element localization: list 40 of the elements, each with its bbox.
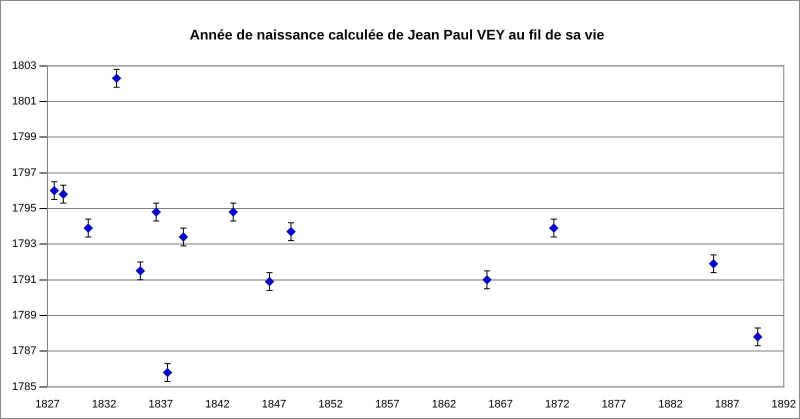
point — [753, 332, 762, 342]
point — [112, 74, 122, 83]
x-tick-label: 1862 — [432, 398, 456, 410]
x-tick-label: 1892 — [772, 398, 796, 410]
point — [228, 208, 238, 217]
point — [84, 224, 93, 233]
point — [286, 227, 296, 236]
chart-title: Année de naissance calculée de Jean Paul VEY au fil de sa vie — [190, 26, 604, 42]
y-tick-label: 1801 — [12, 96, 36, 108]
y-tick-label: 1799 — [12, 131, 36, 144]
y-tick-label: 1797 — [12, 166, 36, 179]
y-tick-label: 1803 — [12, 60, 36, 72]
x-tick-label: 1837 — [148, 398, 173, 410]
x-tick-label: 1842 — [205, 398, 230, 410]
point — [50, 186, 59, 196]
point — [709, 259, 718, 268]
x-tick-label: 1887 — [714, 398, 740, 410]
point — [549, 224, 558, 233]
y-tick-label: 1791 — [12, 274, 36, 286]
y-tick-label: 1793 — [12, 238, 36, 250]
point — [136, 266, 145, 276]
x-tick-label: 1872 — [544, 398, 570, 410]
point — [163, 368, 172, 378]
y-tick-label: 1785 — [12, 380, 36, 393]
y-tick-label: 1787 — [12, 345, 36, 358]
x-tick-label: 1882 — [658, 398, 683, 410]
point — [58, 190, 68, 199]
x-tick-label: 1867 — [488, 398, 513, 410]
y-tick-label: 1795 — [12, 202, 36, 214]
point — [152, 208, 161, 217]
x-tick-label: 1847 — [262, 398, 286, 410]
x-tick-label: 1832 — [92, 398, 116, 410]
point — [482, 275, 492, 284]
y-tick-label: 1789 — [12, 310, 36, 322]
x-tick-label: 1857 — [375, 398, 400, 410]
x-tick-label: 1877 — [602, 398, 626, 410]
point — [264, 277, 274, 286]
x-tick-label: 1852 — [318, 398, 343, 410]
x-tick-label: 1827 — [35, 398, 60, 410]
point — [178, 232, 188, 242]
